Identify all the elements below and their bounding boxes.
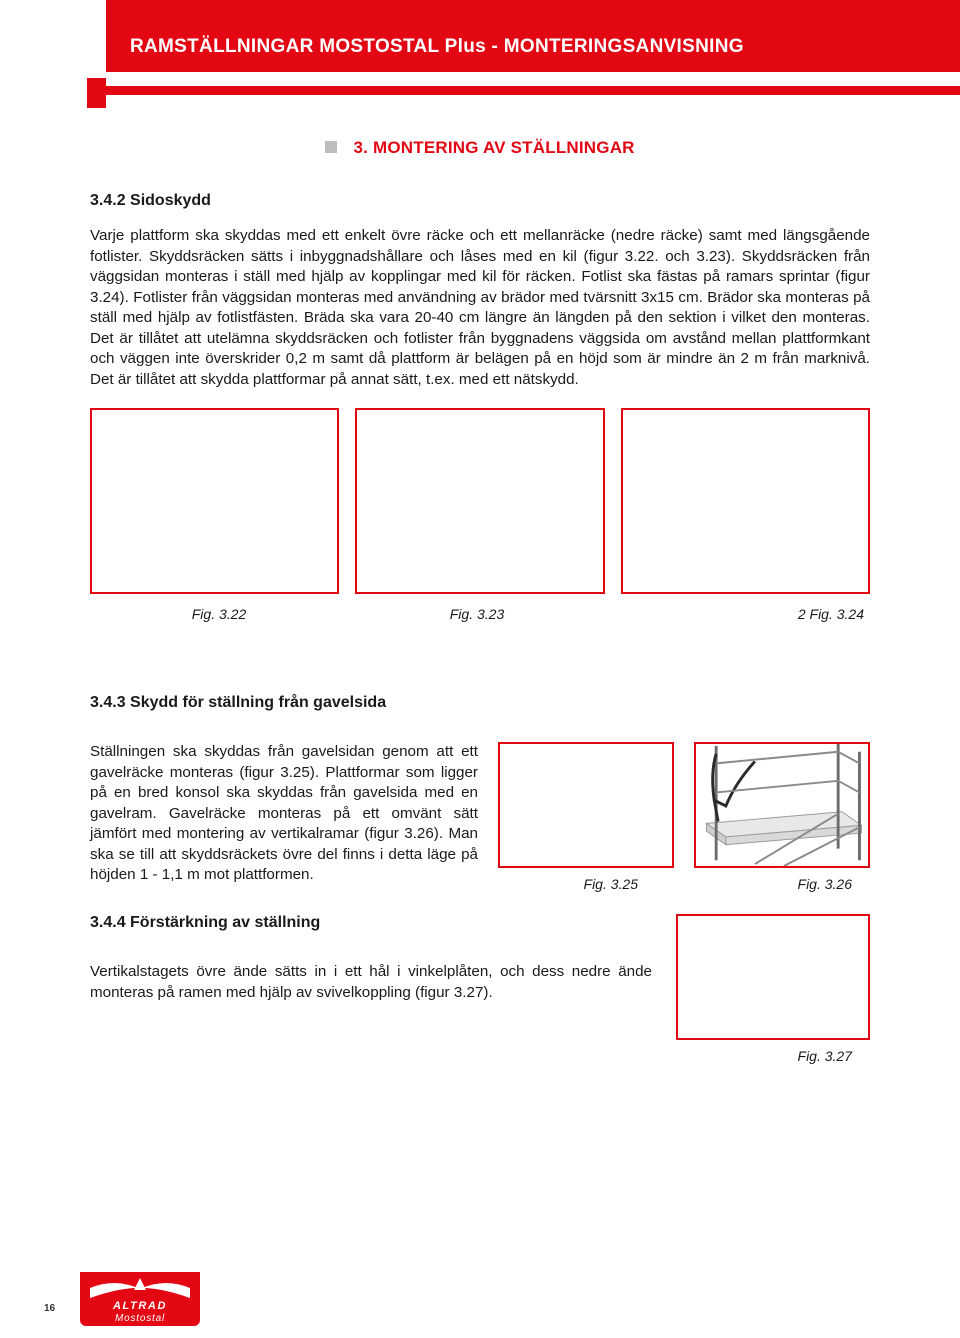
- body-343: Ställningen ska skyddas från gavelsidan …: [90, 742, 478, 892]
- caption-326: Fig. 3.26: [694, 876, 870, 892]
- section-343: 3.4.3 Skydd för ställning från gavelsida…: [90, 694, 870, 892]
- section-344: 3.4.4 Förstärkning av ställning Vertikal…: [90, 914, 870, 1064]
- subheading-343: 3.4.3 Skydd för ställning från gavelsida: [90, 694, 870, 712]
- caption-row-342: Fig. 3.22 Fig. 3.23 2 Fig. 3.24: [90, 606, 870, 622]
- header-title: RAMSTÄLLNINGAR MOSTOSTAL Plus - MONTERIN…: [130, 36, 744, 58]
- subheading-342: 3.4.2 Sidoskydd: [90, 192, 870, 210]
- figure-327-box: [676, 914, 870, 1040]
- logo-wing-icon: [88, 1276, 192, 1302]
- section-heading: 3. MONTERING AV STÄLLNINGAR: [353, 138, 634, 157]
- figure-323-box: [355, 408, 604, 594]
- figure-325-col: Fig. 3.25: [498, 742, 674, 892]
- logo-brand-top: ALTRAD: [80, 1300, 200, 1312]
- caption-323: Fig. 3.23: [348, 606, 606, 622]
- figure-325-box: [498, 742, 674, 868]
- section-heading-row: 3. MONTERING AV STÄLLNINGAR: [90, 138, 870, 158]
- figure-324-box: [621, 408, 870, 594]
- figure-326-box: [694, 742, 870, 868]
- header-thin-bar: [106, 86, 960, 95]
- header-left-stub: [87, 78, 106, 108]
- caption-325: Fig. 3.25: [498, 876, 674, 892]
- logo-badge: ALTRAD Mostostal: [80, 1272, 200, 1326]
- body-344: Vertikalstagets övre ände sätts in i ett…: [90, 962, 652, 1003]
- square-bullet-icon: [325, 141, 337, 153]
- figure-327-col: Fig. 3.27: [676, 914, 870, 1064]
- header-gap: [106, 72, 960, 86]
- caption-327: Fig. 3.27: [676, 1048, 870, 1064]
- figure-row-342: [90, 408, 870, 594]
- body-342: Varje plattform ska skyddas med ett enke…: [90, 226, 870, 390]
- figure-322-box: [90, 408, 339, 594]
- scaffold-illustration-icon: [696, 744, 868, 866]
- footer-logo: ALTRAD Mostostal: [80, 1272, 200, 1326]
- caption-324: 2 Fig. 3.24: [606, 606, 870, 622]
- figure-326-col: Fig. 3.26: [694, 742, 870, 892]
- logo-brand-bottom: Mostostal: [80, 1313, 200, 1324]
- page-number: 16: [44, 1303, 55, 1314]
- subheading-344: 3.4.4 Förstärkning av ställning: [90, 914, 652, 932]
- caption-322: Fig. 3.22: [90, 606, 348, 622]
- page-content: 3. MONTERING AV STÄLLNINGAR 3.4.2 Sidosk…: [90, 138, 870, 1064]
